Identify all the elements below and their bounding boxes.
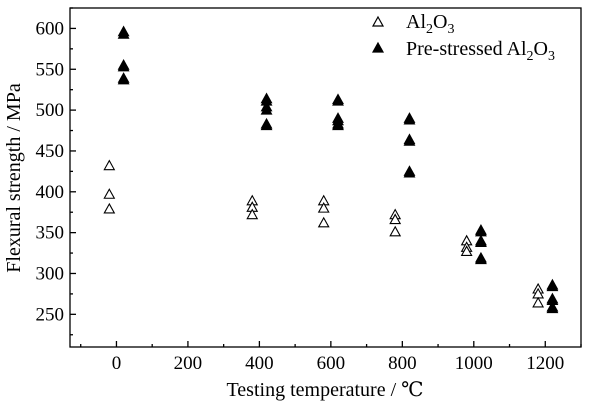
x-tick-label: 400 (245, 353, 274, 374)
al2o3-point (246, 208, 259, 220)
prestressed-al2o3-point (117, 73, 130, 85)
al2o3-point (317, 216, 330, 228)
legend-half-filled-triangle-fill (373, 43, 383, 52)
legend-open-triangle-marker (371, 15, 385, 27)
prestressed-al2o3-point (117, 28, 130, 39)
y-axis-label: Flexural strength / MPa (3, 83, 25, 273)
legend-item-al2o3: Al2O3 (371, 11, 454, 37)
x-tick-label: 1200 (526, 353, 564, 374)
x-tick-label: 200 (174, 353, 203, 374)
prestressed-al2o3-point (332, 94, 344, 106)
al2o3-point (389, 225, 402, 237)
al2o3-point (103, 202, 116, 214)
y-tick-label: 450 (36, 141, 65, 162)
prestressed-al2o3-point (117, 60, 130, 72)
y-tick-label: 350 (36, 223, 65, 244)
plot-frame (69, 7, 582, 348)
prestressed-al2o3-point (403, 166, 416, 178)
prestressed-al2o3-point (260, 103, 273, 115)
prestressed-al2o3-point (332, 119, 344, 131)
y-tick-label: 300 (36, 263, 65, 284)
x-tick-label: 1000 (455, 353, 493, 374)
x-axis-label: Testing temperature / ℃ (226, 379, 423, 401)
y-tick-label: 600 (36, 18, 65, 39)
al2o3-point (460, 245, 473, 256)
axis-ticks (70, 7, 582, 347)
al2o3-point (103, 159, 116, 171)
al2o3-point (317, 202, 330, 213)
prestressed-al2o3-point (260, 119, 273, 131)
data-points (103, 25, 559, 314)
y-tick-label: 500 (36, 100, 65, 121)
prestressed-al2o3-point (403, 135, 416, 146)
prestressed-al2o3-point (403, 113, 416, 125)
legend-item-prestressed-al2o3: Pre-stressed Al2O3 (371, 38, 555, 64)
prestressed-al2o3-point (546, 302, 559, 314)
legend-label-al2o3: Al2O3 (406, 11, 454, 37)
x-tick-label: 0 (112, 353, 122, 374)
al2o3-point (389, 213, 402, 225)
legend-label-prestressed-al2o3: Pre-stressed Al2O3 (406, 38, 555, 64)
prestressed-al2o3-point (475, 236, 487, 247)
prestressed-al2o3-point (546, 280, 559, 292)
legend: Al2O3 Pre-stressed Al2O3 (371, 11, 555, 64)
al2o3-point (532, 296, 545, 308)
y-tick-label: 400 (36, 182, 65, 203)
prestressed-al2o3-point (475, 253, 487, 265)
x-tick-label: 800 (388, 353, 417, 374)
y-tick-label: 250 (36, 304, 65, 325)
al2o3-point (103, 188, 116, 199)
x-tick-label: 600 (317, 353, 346, 374)
tick-labels: 0 200 400 600 800 1000 1200 250 300 350 400 450 500 5… (36, 18, 565, 374)
y-tick-label: 550 (36, 59, 65, 80)
